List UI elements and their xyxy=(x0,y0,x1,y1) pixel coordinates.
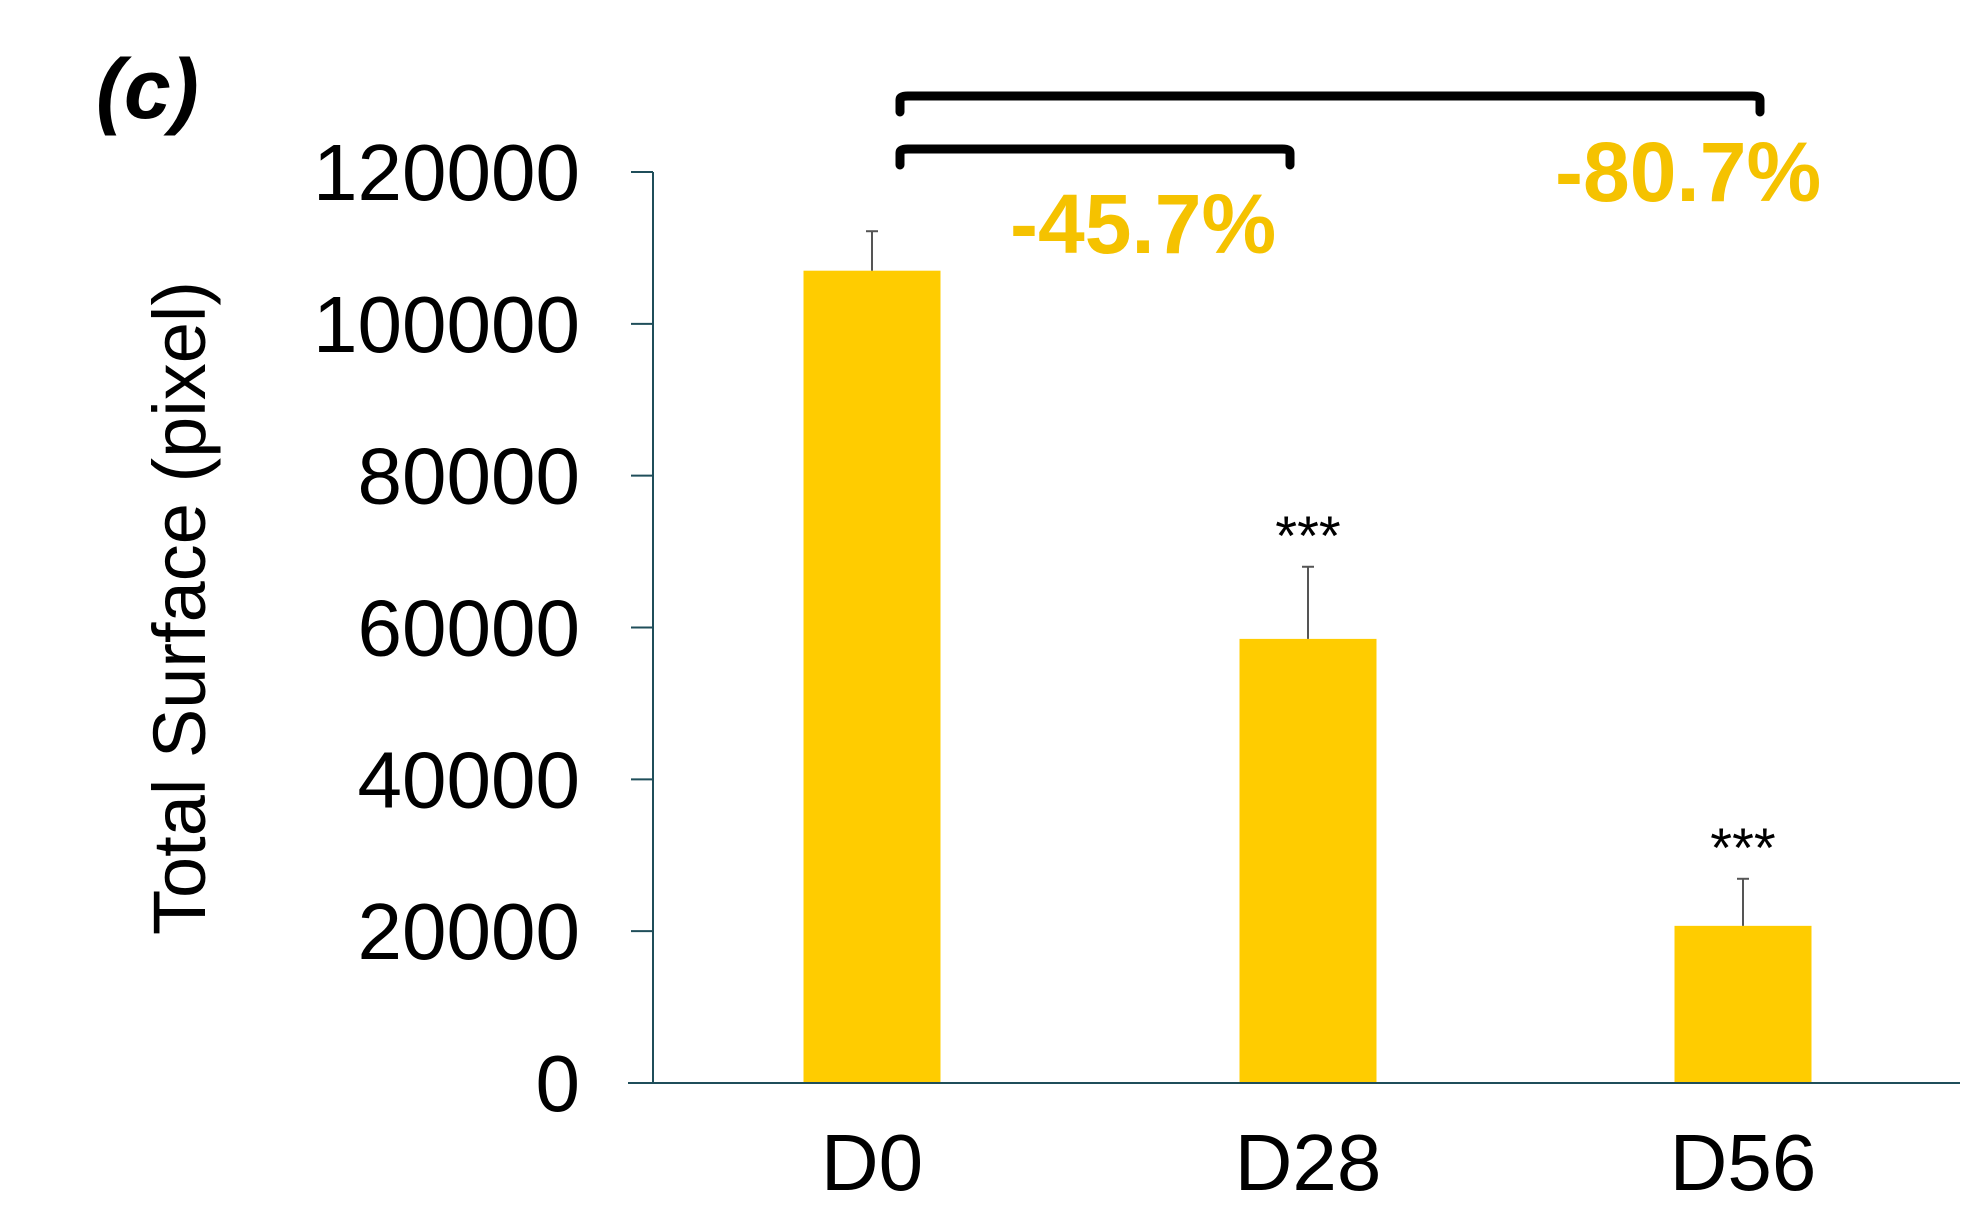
y-axis: 0 20000 40000 60000 80000 100000 120000 xyxy=(313,128,654,1128)
bar-d0 xyxy=(803,270,941,1084)
x-axis: D0 D28 D56 xyxy=(628,1082,1960,1207)
bracket-d0-d56 xyxy=(895,91,1765,117)
bar-d28 xyxy=(1239,638,1377,1083)
significance-d56: *** xyxy=(1710,816,1775,879)
panel-label: (c) xyxy=(96,42,199,136)
y-tick-label: 60000 xyxy=(358,584,580,673)
bracket-d0-d28 xyxy=(895,144,1295,170)
percent-label-d28: -45.7% xyxy=(1010,177,1276,271)
y-tick-label: 0 xyxy=(536,1039,581,1128)
y-tick-label: 80000 xyxy=(358,432,580,521)
y-tick-label: 100000 xyxy=(313,280,580,369)
y-tick-label: 120000 xyxy=(313,128,580,217)
comparison-brackets: -45.7% -80.7% xyxy=(895,91,1821,271)
y-axis-label: Total Surface (pixel) xyxy=(138,281,221,935)
bar-d56 xyxy=(1674,925,1812,1083)
x-tick-label-d56: D56 xyxy=(1670,1118,1817,1207)
bars: *** *** xyxy=(803,230,1812,1084)
x-tick-label-d0: D0 xyxy=(821,1118,923,1207)
x-tick-label-d28: D28 xyxy=(1235,1118,1382,1207)
y-tick-label: 40000 xyxy=(358,735,580,824)
percent-label-d56: -80.7% xyxy=(1555,125,1821,219)
y-tick-label: 20000 xyxy=(358,887,580,976)
significance-d28: *** xyxy=(1275,504,1340,567)
